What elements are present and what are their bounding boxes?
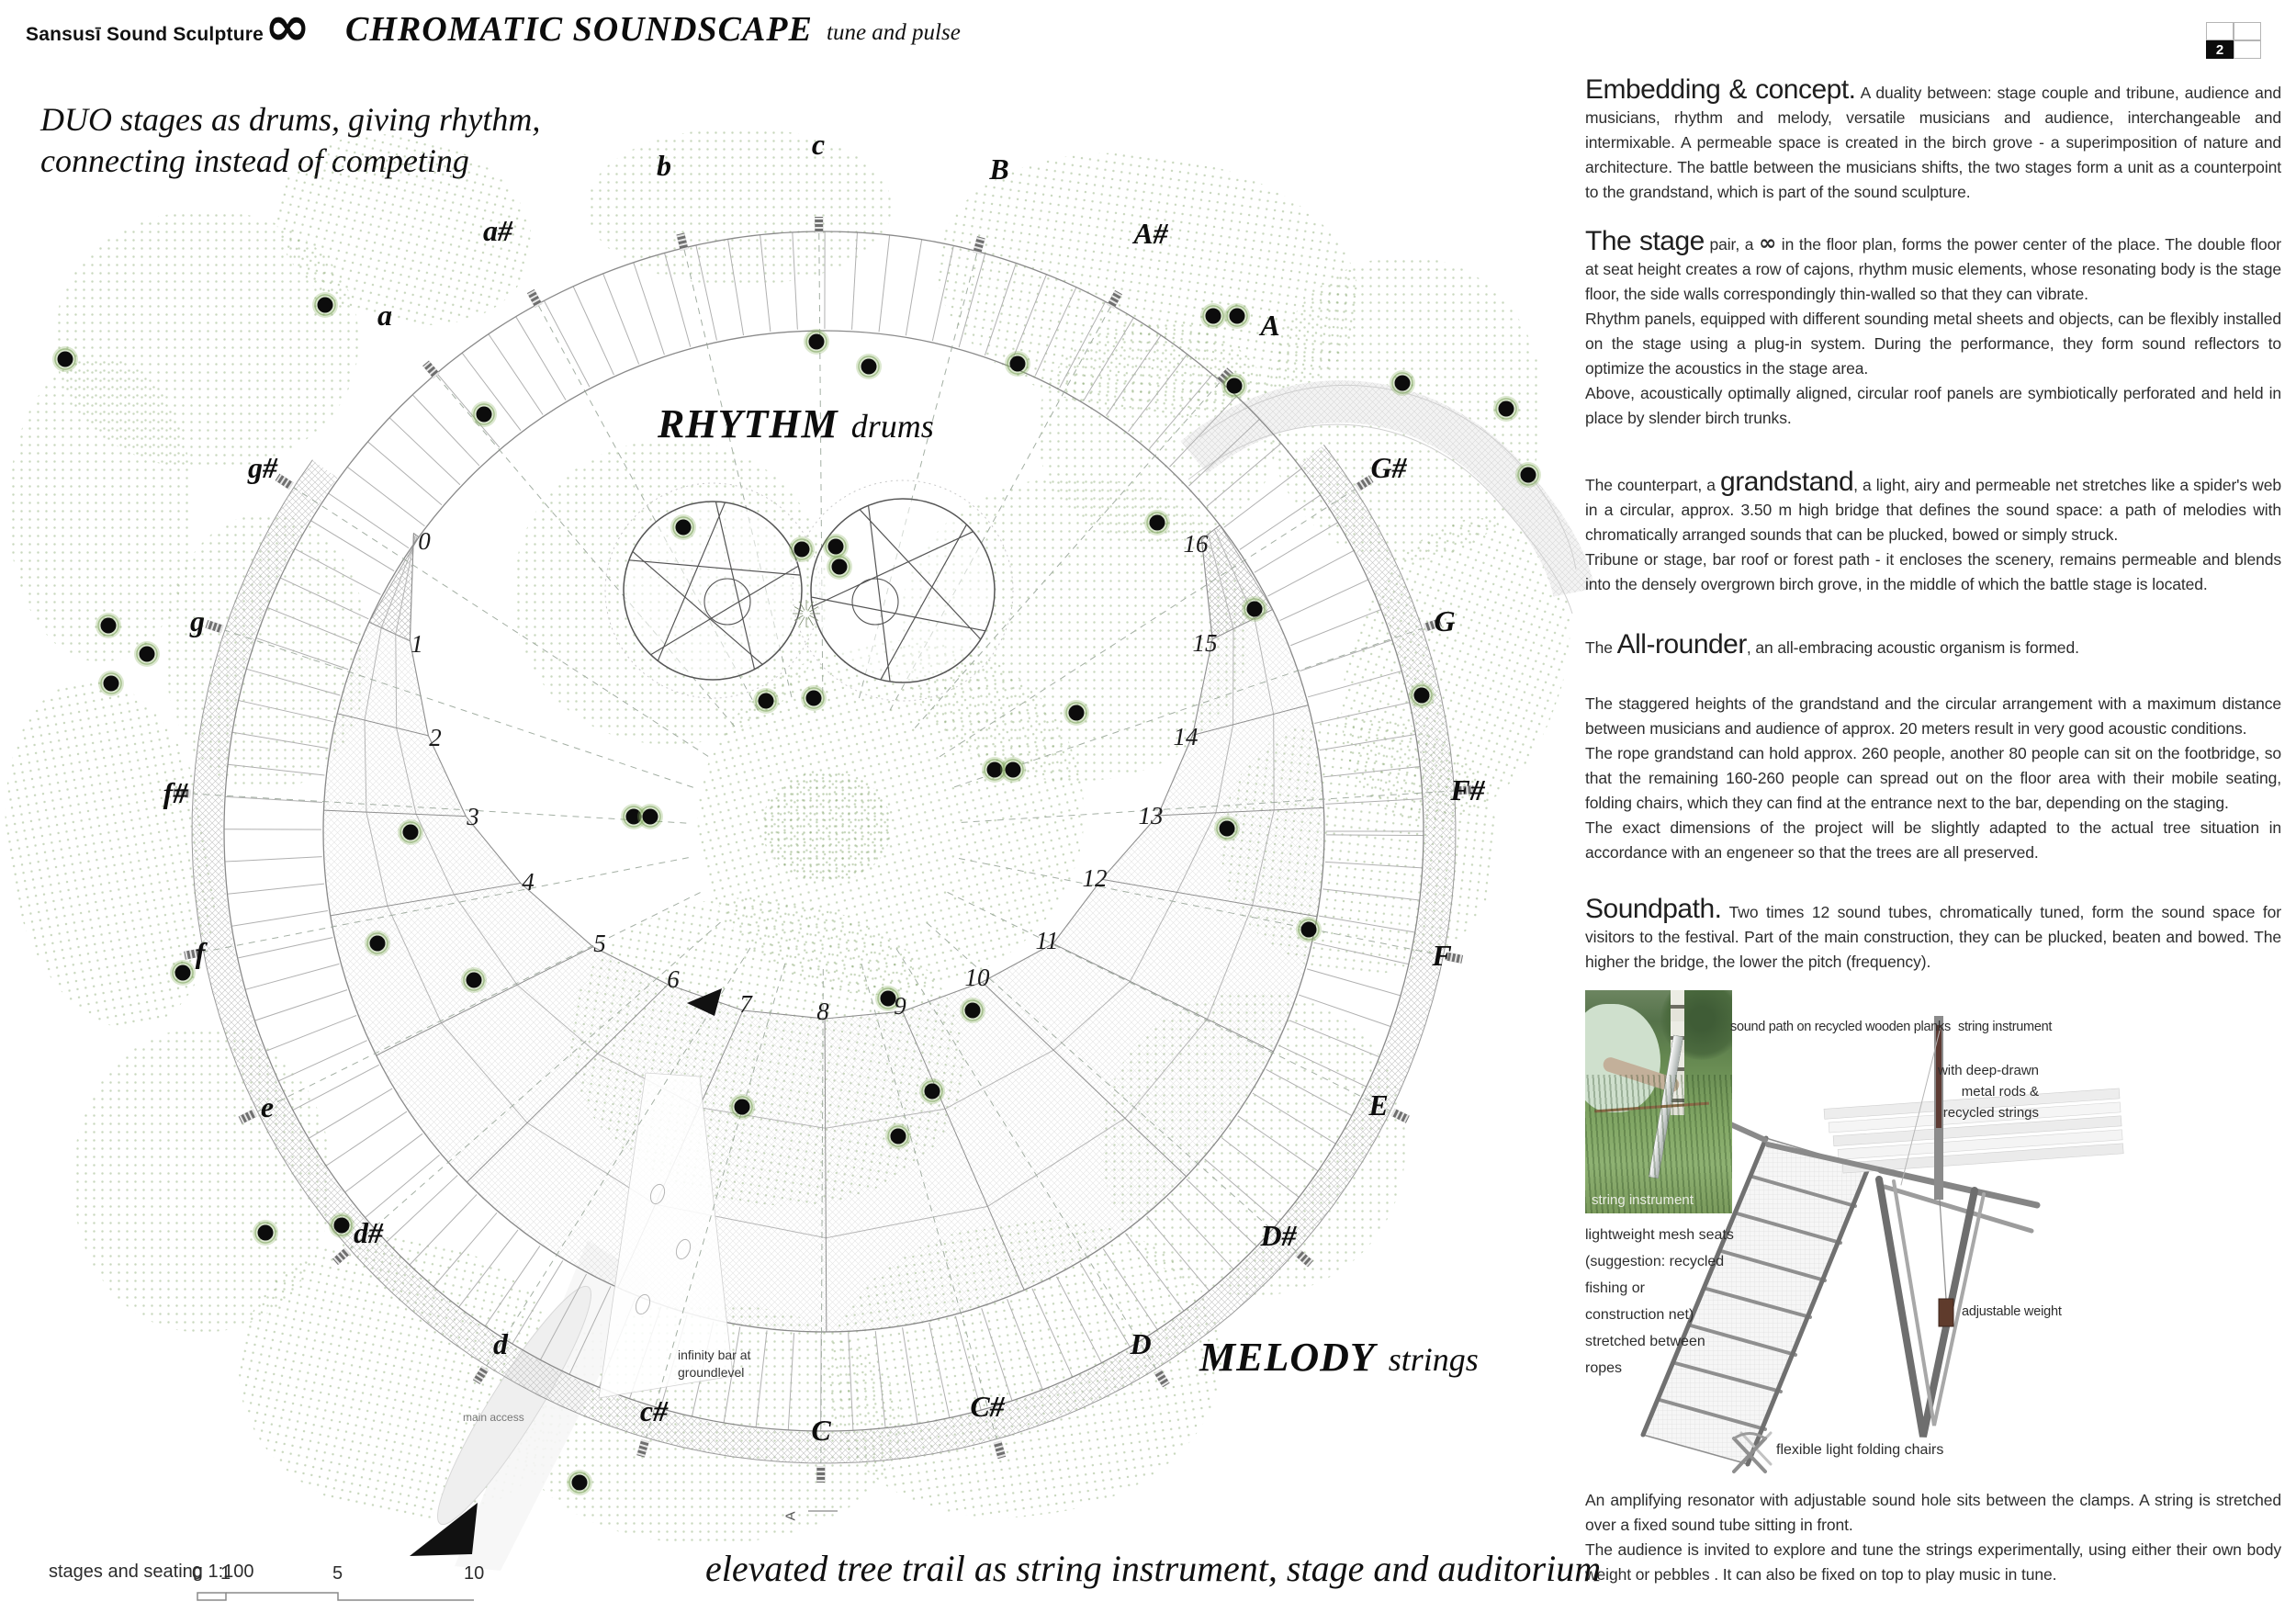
infinity-logo-icon: ∞ xyxy=(264,0,310,59)
paragraph-text: ∞ xyxy=(1759,231,1777,255)
label-string-instrument: string instrument xyxy=(1958,1020,2053,1034)
headline-line1: DUO stages as drums, giving rhythm, xyxy=(40,101,541,138)
paragraph-lead-word: All-rounder xyxy=(1616,629,1748,660)
paragraph-text: The staggered heights of the grandstand … xyxy=(1585,694,2281,862)
paragraph-text: pair, a xyxy=(1704,235,1760,254)
string-instrument-photo: string instrument xyxy=(1585,990,1732,1213)
foliage-speckle xyxy=(1267,257,1543,560)
svg-text:3: 3 xyxy=(466,803,479,830)
beam xyxy=(1765,1142,1885,1173)
headline-line2: connecting instead of competing xyxy=(40,142,469,179)
main-access-note: main access xyxy=(463,1411,524,1424)
concept-headline: DUO stages as drums, giving rhythm, conn… xyxy=(40,99,540,182)
description-column: Embedding & concept. A duality between: … xyxy=(1585,74,2282,975)
page-grid-cell xyxy=(2234,40,2261,59)
foliage-speckle xyxy=(588,129,891,285)
photo-caption: string instrument xyxy=(1592,1192,1694,1208)
ramp-rail xyxy=(1745,1166,1871,1467)
scale-tick: 1 xyxy=(220,1563,231,1584)
rhythm-label-main: RHYTHM xyxy=(658,401,838,446)
foliage-speckle xyxy=(1102,992,1405,1295)
foliage-speckle xyxy=(9,358,193,661)
label-folding-chairs: flexible light folding chairs xyxy=(1776,1442,1944,1458)
foliage-speckle-center xyxy=(762,772,891,882)
section-marker: A xyxy=(782,1511,799,1521)
rhythm-stage-label: RHYTHM drums xyxy=(658,400,934,447)
page-grid-cell xyxy=(2234,22,2261,40)
text-paragraph: The counterpart, a grandstand, a light, … xyxy=(1585,467,2281,597)
text-paragraph: Soundpath. Two times 12 sound tubes, chr… xyxy=(1585,894,2281,975)
foliage-speckle xyxy=(165,514,367,790)
text-paragraph: The All-rounder, an all-embracing acoust… xyxy=(1585,629,2281,660)
svg-text:12: 12 xyxy=(1083,864,1108,892)
melody-label-main: MELODY xyxy=(1199,1335,1376,1380)
paragraph-text: , a light, airy and permeable net stretc… xyxy=(1585,476,2281,593)
svg-text:11: 11 xyxy=(1036,927,1059,954)
page-number-badge: 2 xyxy=(2206,40,2234,59)
foliage-speckle xyxy=(1038,321,1277,542)
text-paragraph: The staggered heights of the grandstand … xyxy=(1585,692,2281,865)
beam xyxy=(1877,1167,2041,1209)
svg-text:13: 13 xyxy=(1139,802,1164,829)
scale-tick: 0 xyxy=(192,1563,203,1584)
folding-chair-icon xyxy=(1732,1431,1773,1473)
paragraph-text: , an all-embracing acoustic organism is … xyxy=(1746,638,2079,657)
svg-text:2: 2 xyxy=(429,724,442,751)
scale-label: stages and seating 1:100 xyxy=(49,1562,254,1582)
paragraph-text: A duality between: stage couple and trib… xyxy=(1585,84,2281,201)
v-support-leg xyxy=(1875,1176,1978,1438)
photo-person xyxy=(1585,1003,1660,1112)
rhythm-label-sub: drums xyxy=(850,408,934,445)
paragraph-text: Two times 12 sound tubes, chromatically … xyxy=(1585,903,2281,971)
infinity-bar-note: infinity bar at groundlevel xyxy=(678,1348,751,1380)
paragraph-text: The xyxy=(1585,638,1617,657)
paragraph-lead-word: Soundpath. xyxy=(1585,894,1722,924)
label-mesh-seats: lightweight mesh seats (suggestion: recy… xyxy=(1585,1227,1734,1376)
paragraph-text: in the floor plan, forms the power cente… xyxy=(1585,235,2282,427)
paragraph-lead-word: Embedding & concept. xyxy=(1585,74,1856,105)
svg-text:0: 0 xyxy=(418,527,431,555)
melody-grandstand-label: MELODY strings xyxy=(1199,1334,1479,1381)
label-sound-path: sound path on recycled wooden planks xyxy=(1730,1020,1951,1034)
paragraph-text: The counterpart, a xyxy=(1585,476,1721,494)
brand-name: Sansusī Sound Sculpture xyxy=(26,24,264,45)
text-paragraph: Embedding & concept. A duality between: … xyxy=(1585,74,2281,205)
page-number-grid: 2 xyxy=(2206,22,2261,59)
label-deep-drawn: with deep-drawn metal rods & recycled st… xyxy=(1937,1063,2039,1121)
closing-paragraph: An amplifying resonator with adjustable … xyxy=(1585,1491,2281,1584)
text-paragraph: The stage pair, a ∞ in the floor plan, f… xyxy=(1585,226,2282,431)
paragraph-lead-word: The stage xyxy=(1585,226,1705,256)
paragraph-lead-word: grandstand xyxy=(1720,467,1854,497)
melody-label-sub: strings xyxy=(1388,1341,1479,1378)
weight-block xyxy=(1938,1298,1954,1327)
v-support-leg xyxy=(1892,1179,1986,1427)
page-subtitle: tune and pulse xyxy=(827,20,961,45)
beam xyxy=(1882,1184,2034,1234)
scale-tick: 5 xyxy=(332,1563,343,1584)
page-title: CHROMATIC SOUNDSCAPE xyxy=(345,10,813,49)
svg-text:4: 4 xyxy=(522,868,535,896)
plan-caption: elevated tree trail as string instrument… xyxy=(705,1548,1602,1589)
scale-tick: 10 xyxy=(464,1563,485,1584)
svg-text:1: 1 xyxy=(411,630,423,658)
weight-string xyxy=(1939,1199,1947,1300)
page-grid-cell xyxy=(2206,22,2234,40)
label-adjustable-weight: adjustable weight xyxy=(1962,1304,2062,1319)
